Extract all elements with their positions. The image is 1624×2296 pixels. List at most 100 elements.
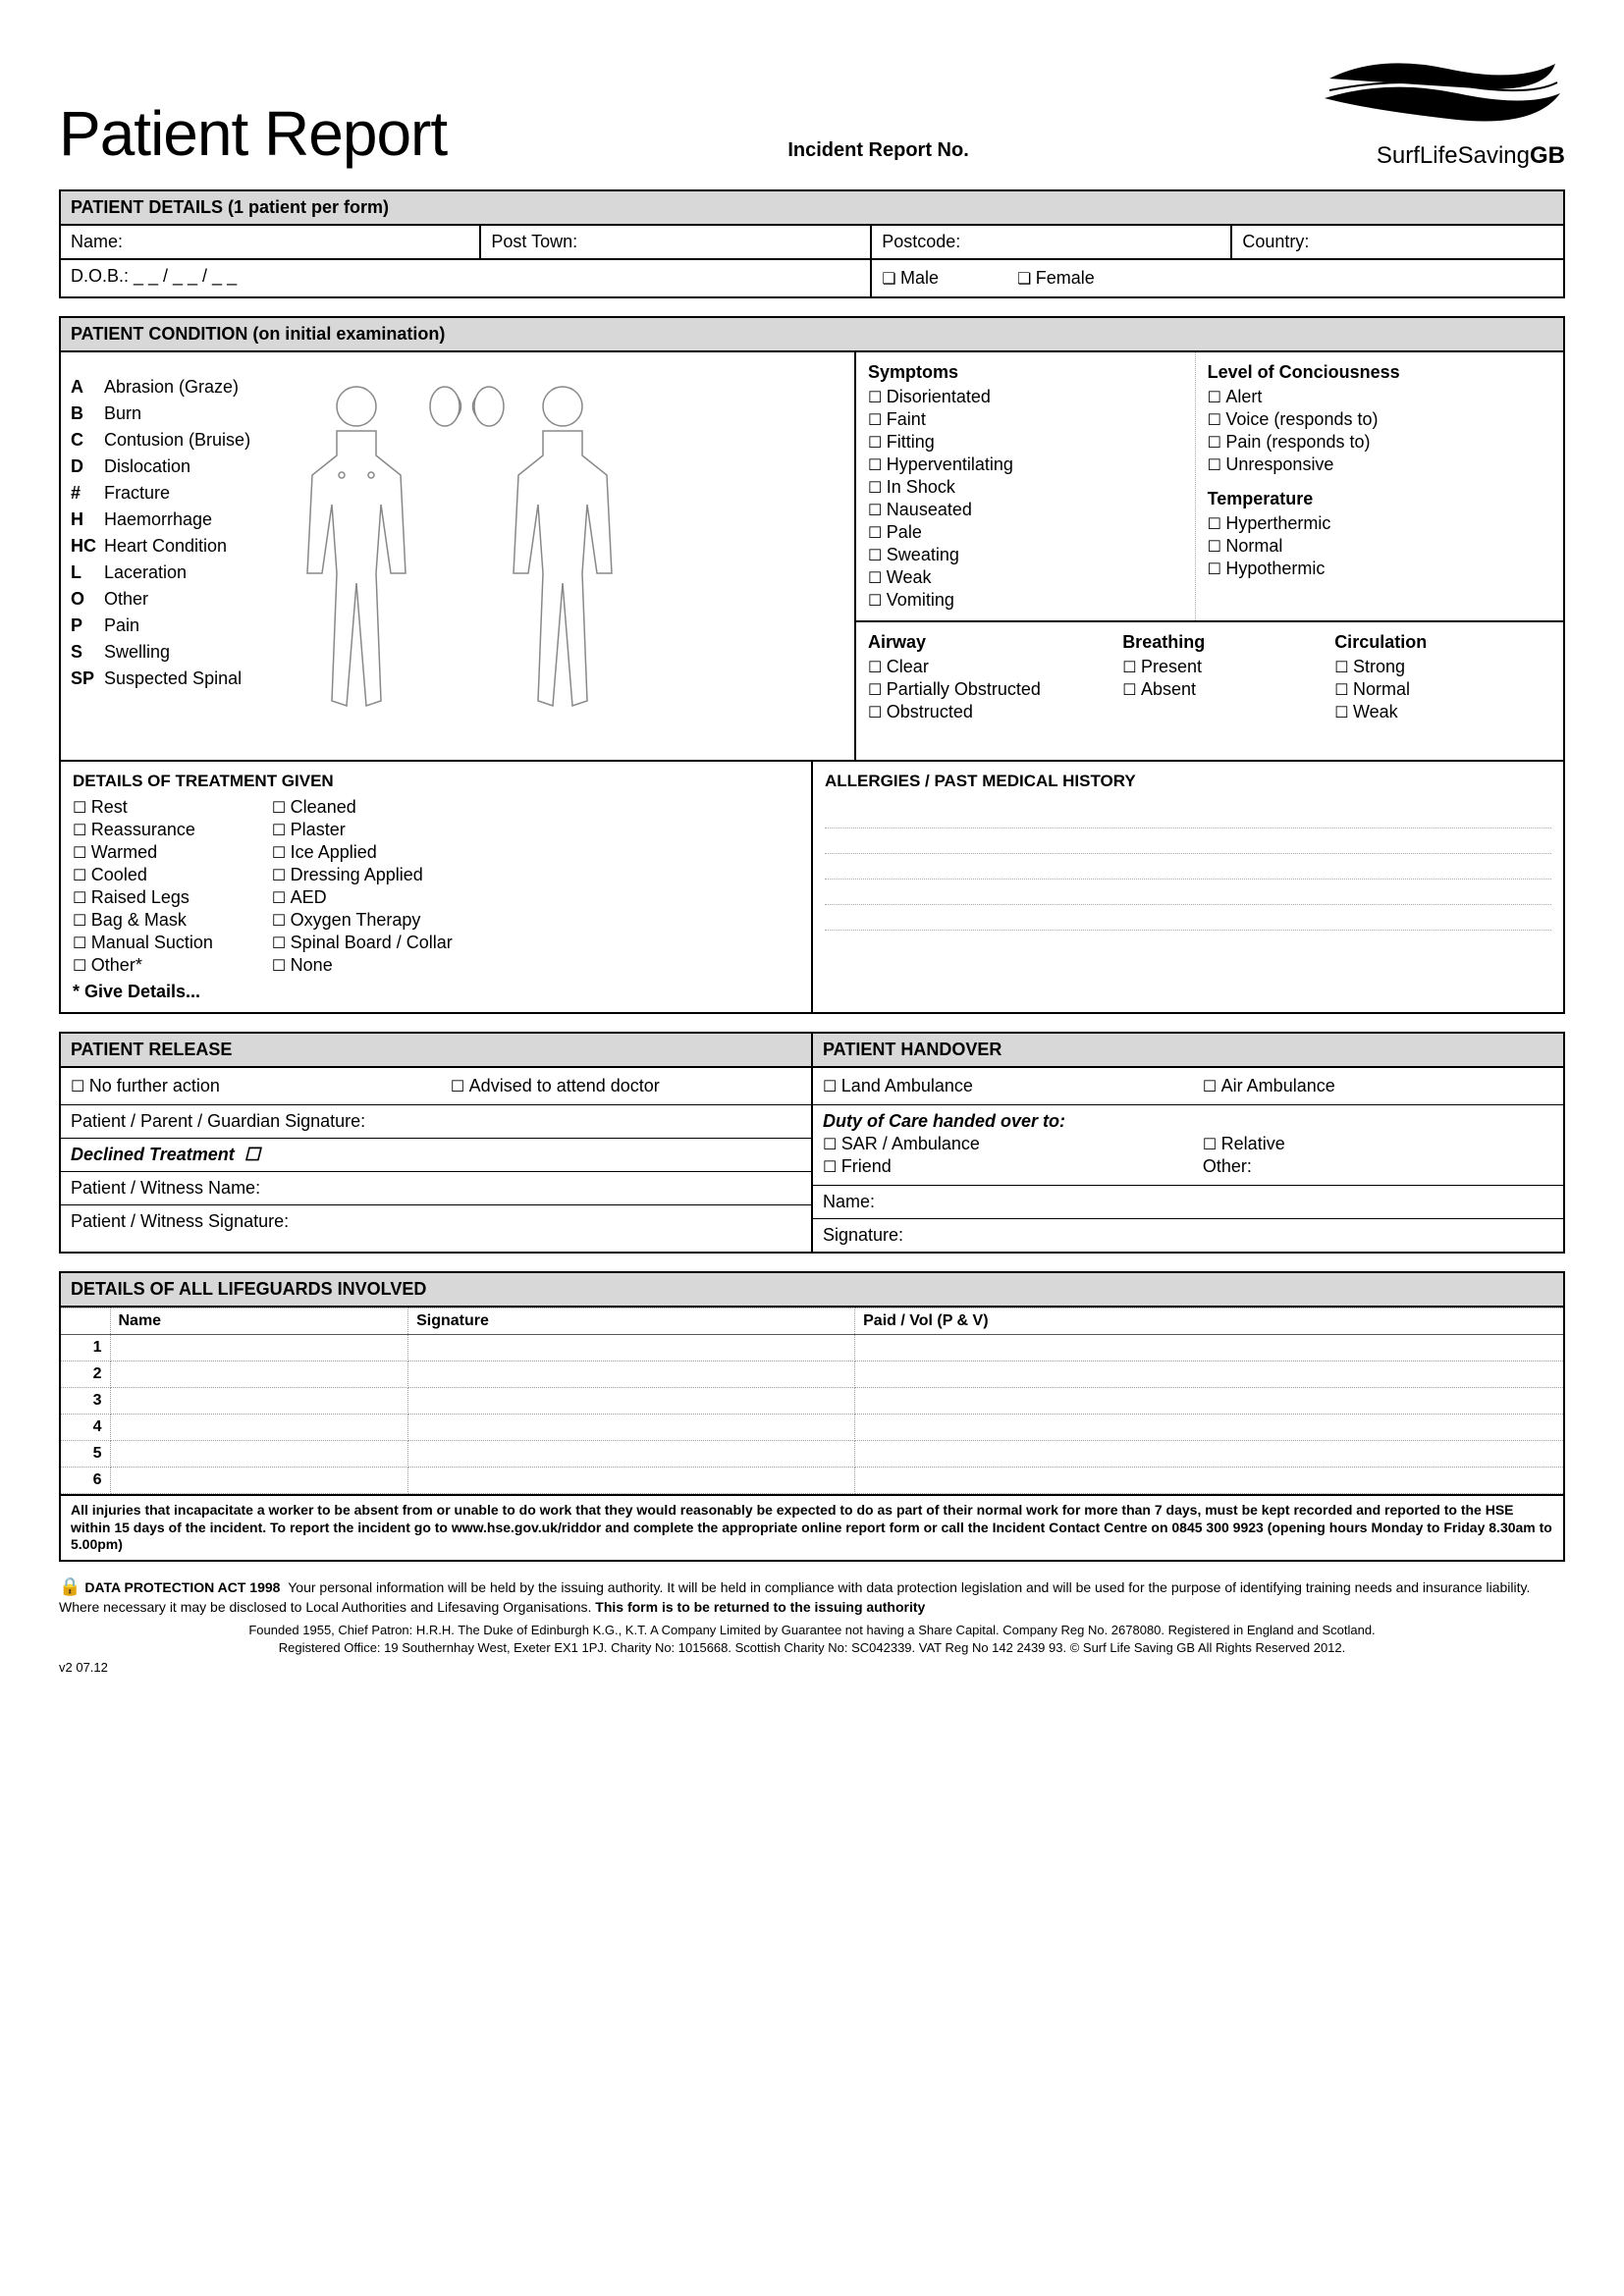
- air-ambulance-checkbox[interactable]: Air Ambulance: [1203, 1076, 1335, 1096]
- relative-checkbox[interactable]: Relative: [1203, 1134, 1285, 1154]
- loc-checkbox[interactable]: Voice (responds to): [1208, 409, 1551, 430]
- treatment-checkbox[interactable]: Warmed: [73, 842, 213, 863]
- circulation-checkbox[interactable]: Normal: [1334, 679, 1551, 700]
- treatment-checkbox[interactable]: Manual Suction: [73, 933, 213, 953]
- legend-value: Pain: [104, 615, 250, 636]
- airway-checkbox[interactable]: Clear: [868, 657, 1099, 677]
- symptom-checkbox[interactable]: Nauseated: [868, 500, 1183, 520]
- treatment-checkbox[interactable]: None: [272, 955, 453, 976]
- other-field[interactable]: Other:: [1203, 1156, 1285, 1177]
- breathing-checkbox[interactable]: Absent: [1122, 679, 1311, 700]
- table-header: Paid / Vol (P & V): [855, 1308, 1563, 1335]
- loc-checkbox[interactable]: Alert: [1208, 387, 1551, 407]
- table-cell[interactable]: [855, 1388, 1563, 1415]
- name-field[interactable]: Name:: [61, 226, 481, 260]
- treatment-checkbox[interactable]: Spinal Board / Collar: [272, 933, 453, 953]
- table-cell[interactable]: [855, 1335, 1563, 1362]
- country-field[interactable]: Country:: [1232, 226, 1563, 260]
- handover-sig-field[interactable]: Signature:: [813, 1219, 1563, 1252]
- table-cell[interactable]: [110, 1335, 408, 1362]
- dob-field[interactable]: D.O.B.: _ _ / _ _ / _ _: [61, 260, 872, 296]
- treatment-checkbox[interactable]: Cleaned: [272, 797, 453, 818]
- legend-value: Contusion (Bruise): [104, 430, 250, 451]
- table-cell[interactable]: [408, 1468, 855, 1494]
- table-cell[interactable]: [110, 1468, 408, 1494]
- table-cell[interactable]: [855, 1441, 1563, 1468]
- treatment-checkbox[interactable]: Bag & Mask: [73, 910, 213, 931]
- female-checkbox[interactable]: Female: [1017, 268, 1095, 289]
- treatment-checkbox[interactable]: Plaster: [272, 820, 453, 840]
- advised-checkbox[interactable]: Advised to attend doctor: [451, 1076, 660, 1096]
- footer-text: Founded 1955, Chief Patron: H.R.H. The D…: [59, 1622, 1565, 1656]
- logo: SurfLifeSavingGB: [1310, 49, 1565, 170]
- treatment-checkbox[interactable]: Oxygen Therapy: [272, 910, 453, 931]
- symptom-checkbox[interactable]: Vomiting: [868, 590, 1183, 611]
- table-cell[interactable]: [855, 1468, 1563, 1494]
- declined-treatment-label: Declined Treatment: [71, 1145, 235, 1164]
- table-cell[interactable]: [855, 1362, 1563, 1388]
- symptom-checkbox[interactable]: Disorientated: [868, 387, 1183, 407]
- loc-checkbox[interactable]: Unresponsive: [1208, 454, 1551, 475]
- legend-key: HC: [71, 536, 104, 557]
- witness-sig-field[interactable]: Patient / Witness Signature:: [61, 1205, 811, 1238]
- lifeguards-header: DETAILS OF ALL LIFEGUARDS INVOLVED: [61, 1273, 1563, 1308]
- legend-key: C: [71, 430, 104, 451]
- dpa-notice: 🔒 DATA PROTECTION ACT 1998 Your personal…: [59, 1575, 1565, 1617]
- symptom-checkbox[interactable]: Weak: [868, 567, 1183, 588]
- treatment-checkbox[interactable]: Dressing Applied: [272, 865, 453, 885]
- table-cell[interactable]: [110, 1441, 408, 1468]
- postcode-field[interactable]: Postcode:: [872, 226, 1232, 260]
- table-cell[interactable]: [855, 1415, 1563, 1441]
- guardian-sig-field[interactable]: Patient / Parent / Guardian Signature:: [61, 1105, 811, 1139]
- handover-name-field[interactable]: Name:: [813, 1186, 1563, 1219]
- table-cell[interactable]: [408, 1441, 855, 1468]
- land-ambulance-checkbox[interactable]: Land Ambulance: [823, 1076, 1203, 1096]
- treatment-checkbox[interactable]: Rest: [73, 797, 213, 818]
- treatment-checkbox[interactable]: Raised Legs: [73, 887, 213, 908]
- symptom-checkbox[interactable]: Hyperventilating: [868, 454, 1183, 475]
- treatment-title: DETAILS OF TREATMENT GIVEN: [73, 772, 799, 791]
- temp-checkbox[interactable]: Hyperthermic: [1208, 513, 1551, 534]
- legend-value: Suspected Spinal: [104, 668, 250, 689]
- witness-name-field[interactable]: Patient / Witness Name:: [61, 1172, 811, 1205]
- table-cell[interactable]: [408, 1362, 855, 1388]
- temp-checkbox[interactable]: Normal: [1208, 536, 1551, 557]
- airway-title: Airway: [868, 632, 1099, 653]
- symptom-checkbox[interactable]: Sweating: [868, 545, 1183, 565]
- circulation-checkbox[interactable]: Weak: [1334, 702, 1551, 722]
- treatment-checkbox[interactable]: Other*: [73, 955, 213, 976]
- disclaimer-text: All injuries that incapacitate a worker …: [61, 1494, 1563, 1560]
- friend-checkbox[interactable]: Friend: [823, 1156, 1203, 1177]
- loc-checkbox[interactable]: Pain (responds to): [1208, 432, 1551, 453]
- airway-checkbox[interactable]: Obstructed: [868, 702, 1099, 722]
- treatment-checkbox[interactable]: Cooled: [73, 865, 213, 885]
- table-cell[interactable]: [408, 1415, 855, 1441]
- post-town-field[interactable]: Post Town:: [481, 226, 872, 260]
- symptom-checkbox[interactable]: Faint: [868, 409, 1183, 430]
- circulation-checkbox[interactable]: Strong: [1334, 657, 1551, 677]
- table-cell[interactable]: [110, 1415, 408, 1441]
- treatment-checkbox[interactable]: AED: [272, 887, 453, 908]
- body-diagram-icon: [268, 377, 651, 750]
- table-cell[interactable]: [408, 1388, 855, 1415]
- injury-legend: AAbrasion (Graze)BBurnCContusion (Bruise…: [71, 377, 250, 689]
- temp-checkbox[interactable]: Hypothermic: [1208, 559, 1551, 579]
- table-cell[interactable]: [110, 1388, 408, 1415]
- treatment-checkbox[interactable]: Ice Applied: [272, 842, 453, 863]
- breathing-checkbox[interactable]: Present: [1122, 657, 1311, 677]
- treatment-checkbox[interactable]: Reassurance: [73, 820, 213, 840]
- table-cell[interactable]: [110, 1362, 408, 1388]
- legend-value: Fracture: [104, 483, 250, 504]
- table-cell[interactable]: [408, 1335, 855, 1362]
- symptom-checkbox[interactable]: In Shock: [868, 477, 1183, 498]
- table-header: [61, 1308, 110, 1335]
- male-checkbox[interactable]: Male: [882, 268, 939, 289]
- symptom-checkbox[interactable]: Pale: [868, 522, 1183, 543]
- sar-checkbox[interactable]: SAR / Ambulance: [823, 1134, 1203, 1154]
- handover-header: PATIENT HANDOVER: [813, 1034, 1563, 1068]
- legend-key: A: [71, 377, 104, 398]
- airway-checkbox[interactable]: Partially Obstructed: [868, 679, 1099, 700]
- symptom-checkbox[interactable]: Fitting: [868, 432, 1183, 453]
- no-action-checkbox[interactable]: No further action: [71, 1076, 451, 1096]
- release-header: PATIENT RELEASE: [61, 1034, 811, 1068]
